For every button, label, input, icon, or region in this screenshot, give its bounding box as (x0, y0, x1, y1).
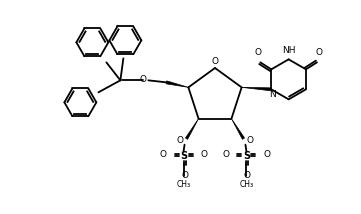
Text: O: O (247, 136, 253, 145)
Text: O: O (316, 48, 322, 57)
Polygon shape (231, 119, 244, 139)
Text: O: O (201, 150, 208, 159)
Text: O: O (255, 48, 262, 57)
Text: O: O (212, 56, 218, 65)
Polygon shape (186, 119, 199, 139)
Polygon shape (242, 87, 271, 91)
Text: NH: NH (282, 46, 295, 55)
Text: N: N (269, 90, 276, 99)
Text: O: O (244, 171, 251, 180)
Polygon shape (166, 81, 188, 87)
Text: O: O (139, 75, 146, 84)
Text: O: O (222, 150, 230, 159)
Text: S: S (243, 151, 250, 161)
Text: CH₃: CH₃ (177, 180, 191, 189)
Text: O: O (181, 171, 188, 180)
Text: CH₃: CH₃ (239, 180, 253, 189)
Text: O: O (264, 150, 270, 159)
Text: O: O (160, 150, 166, 159)
Text: O: O (177, 136, 183, 145)
Text: S: S (180, 151, 187, 161)
